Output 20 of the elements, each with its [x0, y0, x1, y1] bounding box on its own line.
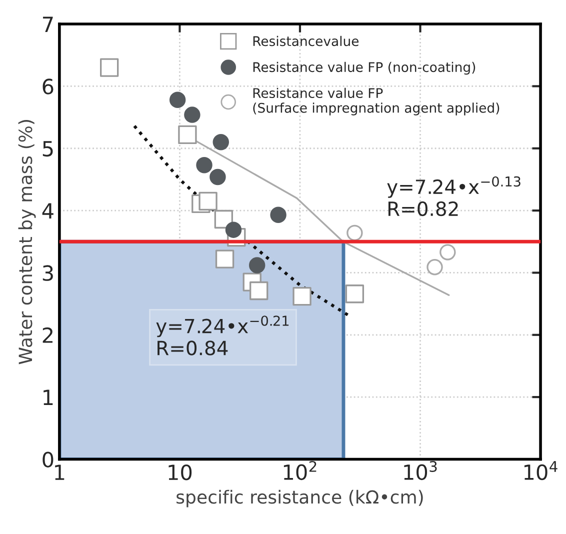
y-tick-label: 3 [42, 265, 53, 281]
y-tick-label: 6 [42, 78, 54, 94]
y-tick-label: 7 [43, 16, 53, 32]
x-tick-label: 1 [55, 464, 64, 480]
x-axis-title: specific resistance (kΩ•cm) [176, 490, 423, 508]
text: y=7.24•x$^{−0.13}$ R=0.82 [387, 176, 520, 216]
x-tick-label: 10$^{4}$ [524, 461, 558, 480]
legend-label: Resistance value FP (non-coating) [253, 62, 476, 75]
text: y=7.24•x$^{−0.21}$ R=0.84 [156, 316, 289, 356]
x-tick-label: 10 [168, 464, 192, 480]
y-tick-label: 0 [42, 452, 54, 468]
y-tick-label: 5 [42, 141, 53, 157]
y-tick-label: 4 [42, 203, 54, 218]
legend-label: Resistancevalue [253, 36, 359, 46]
x-tick-label: 10$^{2}$ [284, 460, 316, 480]
y-tick-label: 2 [42, 327, 52, 343]
y-axis-title: Water content by mass (%) [18, 120, 36, 364]
y-tick-label: 1 [44, 390, 53, 405]
legend-label: Resistance value FP (Surface impregnation agent applied) [253, 88, 500, 116]
x-tick-label: 10$^{3}$ [404, 460, 437, 480]
